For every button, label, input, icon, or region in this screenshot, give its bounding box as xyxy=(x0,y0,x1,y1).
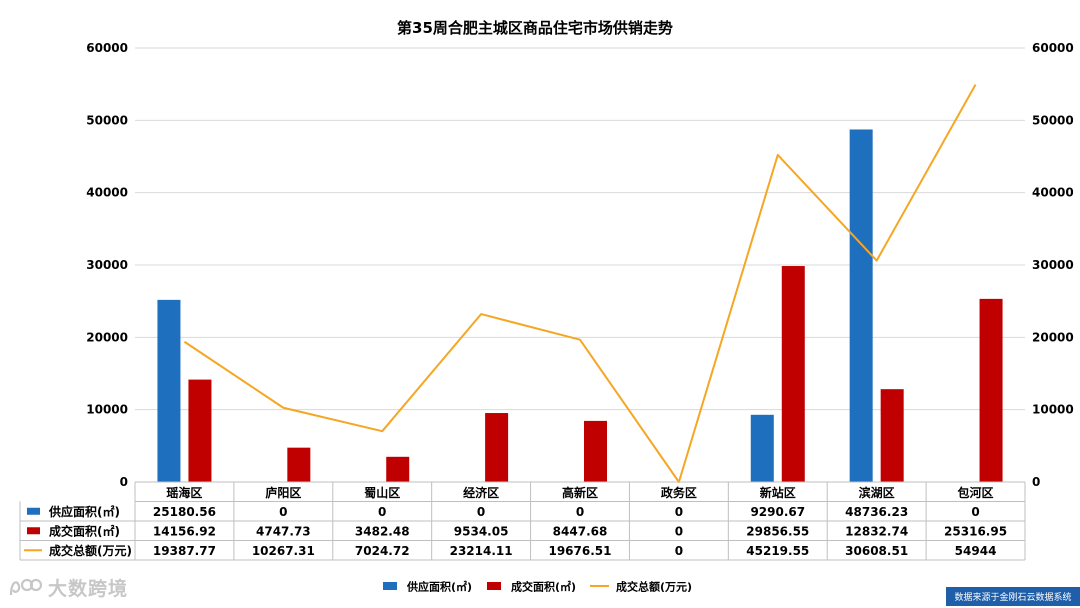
bar-瑶海区 xyxy=(157,299,181,482)
data-source-badge: 数据来源于金刚石云数据系统 xyxy=(946,587,1080,606)
y-tick-label: 60000 xyxy=(86,41,128,55)
table-cell: 0 xyxy=(675,524,683,538)
legend-swatch xyxy=(487,582,501,590)
category-label: 瑶海区 xyxy=(166,485,202,500)
y-tick-label: 50000 xyxy=(86,113,128,127)
chart-title: 第35周合肥主城区商品住宅市场供销走势 xyxy=(397,19,673,37)
category-label: 经济区 xyxy=(463,485,499,500)
category-label: 新站区 xyxy=(760,485,796,500)
bar-瑶海区 xyxy=(188,379,212,482)
table-key-swatch xyxy=(27,527,40,535)
table-cell: 9534.05 xyxy=(454,524,509,538)
y-tick-label: 40000 xyxy=(86,186,128,200)
legend-swatch xyxy=(383,582,397,590)
y-tick-label: 20000 xyxy=(86,330,128,344)
y2-tick-label: 50000 xyxy=(1032,113,1074,127)
watermark-logo: 大数跨境 xyxy=(8,574,128,600)
table-cell: 25316.95 xyxy=(944,524,1007,538)
y2-tick-label: 20000 xyxy=(1032,330,1074,344)
table-cell: 23214.11 xyxy=(450,544,513,558)
category-label: 庐阳区 xyxy=(265,485,301,500)
table-row-header: 供应面积(㎡) xyxy=(48,504,120,519)
table-cell: 54944 xyxy=(955,544,997,558)
bar-经济区 xyxy=(485,413,509,482)
bar-新站区 xyxy=(781,266,805,482)
bar-新站区 xyxy=(750,414,774,482)
table-cell: 0 xyxy=(279,505,287,519)
watermark-text: 大数跨境 xyxy=(48,577,129,600)
table-cell: 30608.51 xyxy=(845,544,908,558)
table-key-swatch xyxy=(27,507,40,515)
legend-label: 成交总额(万元) xyxy=(616,580,692,594)
table-cell: 25180.56 xyxy=(153,505,216,519)
table-cell: 10267.31 xyxy=(252,544,315,558)
left-axis-ticks: 0 10000 20000 30000 40000 50000 60000 xyxy=(86,41,128,489)
legend: 供应面积(㎡) 成交面积(㎡) 成交总额(万元) xyxy=(383,580,692,594)
table-cell: 48736.23 xyxy=(845,505,908,519)
category-label: 高新区 xyxy=(562,485,598,500)
bar-包河区 xyxy=(979,298,1003,482)
bar-庐阳区 xyxy=(287,447,311,482)
category-label: 滨湖区 xyxy=(859,485,895,500)
table-cell: 7024.72 xyxy=(355,544,410,558)
right-axis-ticks: 0 10000 20000 30000 40000 50000 60000 xyxy=(1032,41,1074,489)
table-cell: 12832.74 xyxy=(845,524,908,538)
table-cell: 0 xyxy=(675,544,683,558)
bar-滨湖区 xyxy=(880,389,904,482)
table-cell: 0 xyxy=(675,505,683,519)
category-label: 政务区 xyxy=(661,485,697,500)
table-cell: 29856.55 xyxy=(746,524,809,538)
table-cell: 19676.51 xyxy=(548,544,611,558)
table-cell: 4747.73 xyxy=(256,524,311,538)
table-cell: 0 xyxy=(971,505,979,519)
y-tick-label: 10000 xyxy=(86,403,128,417)
legend-label: 成交面积(㎡) xyxy=(511,580,576,594)
table-cell: 0 xyxy=(576,505,584,519)
table-row-header: 成交面积(㎡) xyxy=(49,523,120,538)
y2-tick-label: 60000 xyxy=(1032,41,1074,55)
y-tick-label: 0 xyxy=(120,475,128,489)
table-cell: 9290.67 xyxy=(750,505,805,519)
grid-lines xyxy=(135,47,1025,483)
table-cell: 8447.68 xyxy=(553,524,608,538)
y-tick-label: 30000 xyxy=(86,258,128,272)
bar-滨湖区 xyxy=(849,129,873,482)
table-cell: 45219.55 xyxy=(746,544,809,558)
bar-蜀山区 xyxy=(386,456,410,482)
table-cell: 0 xyxy=(477,505,485,519)
y2-tick-label: 10000 xyxy=(1032,403,1074,417)
category-label: 包河区 xyxy=(957,485,994,500)
table-row-header: 成交总额(万元) xyxy=(49,543,132,558)
legend-label: 供应面积(㎡) xyxy=(406,580,472,594)
y2-tick-label: 40000 xyxy=(1032,186,1074,200)
table-cell: 3482.48 xyxy=(355,524,410,538)
table-cell: 19387.77 xyxy=(153,544,216,558)
bar-series xyxy=(157,129,1003,482)
logo-mark-icon xyxy=(9,578,42,596)
y2-tick-label: 30000 xyxy=(1032,258,1074,272)
bar-高新区 xyxy=(584,420,607,482)
category-label: 蜀山区 xyxy=(364,485,400,500)
table-cell: 14156.92 xyxy=(153,524,216,538)
y2-tick-label: 0 xyxy=(1032,475,1040,489)
table-cell: 0 xyxy=(378,505,386,519)
